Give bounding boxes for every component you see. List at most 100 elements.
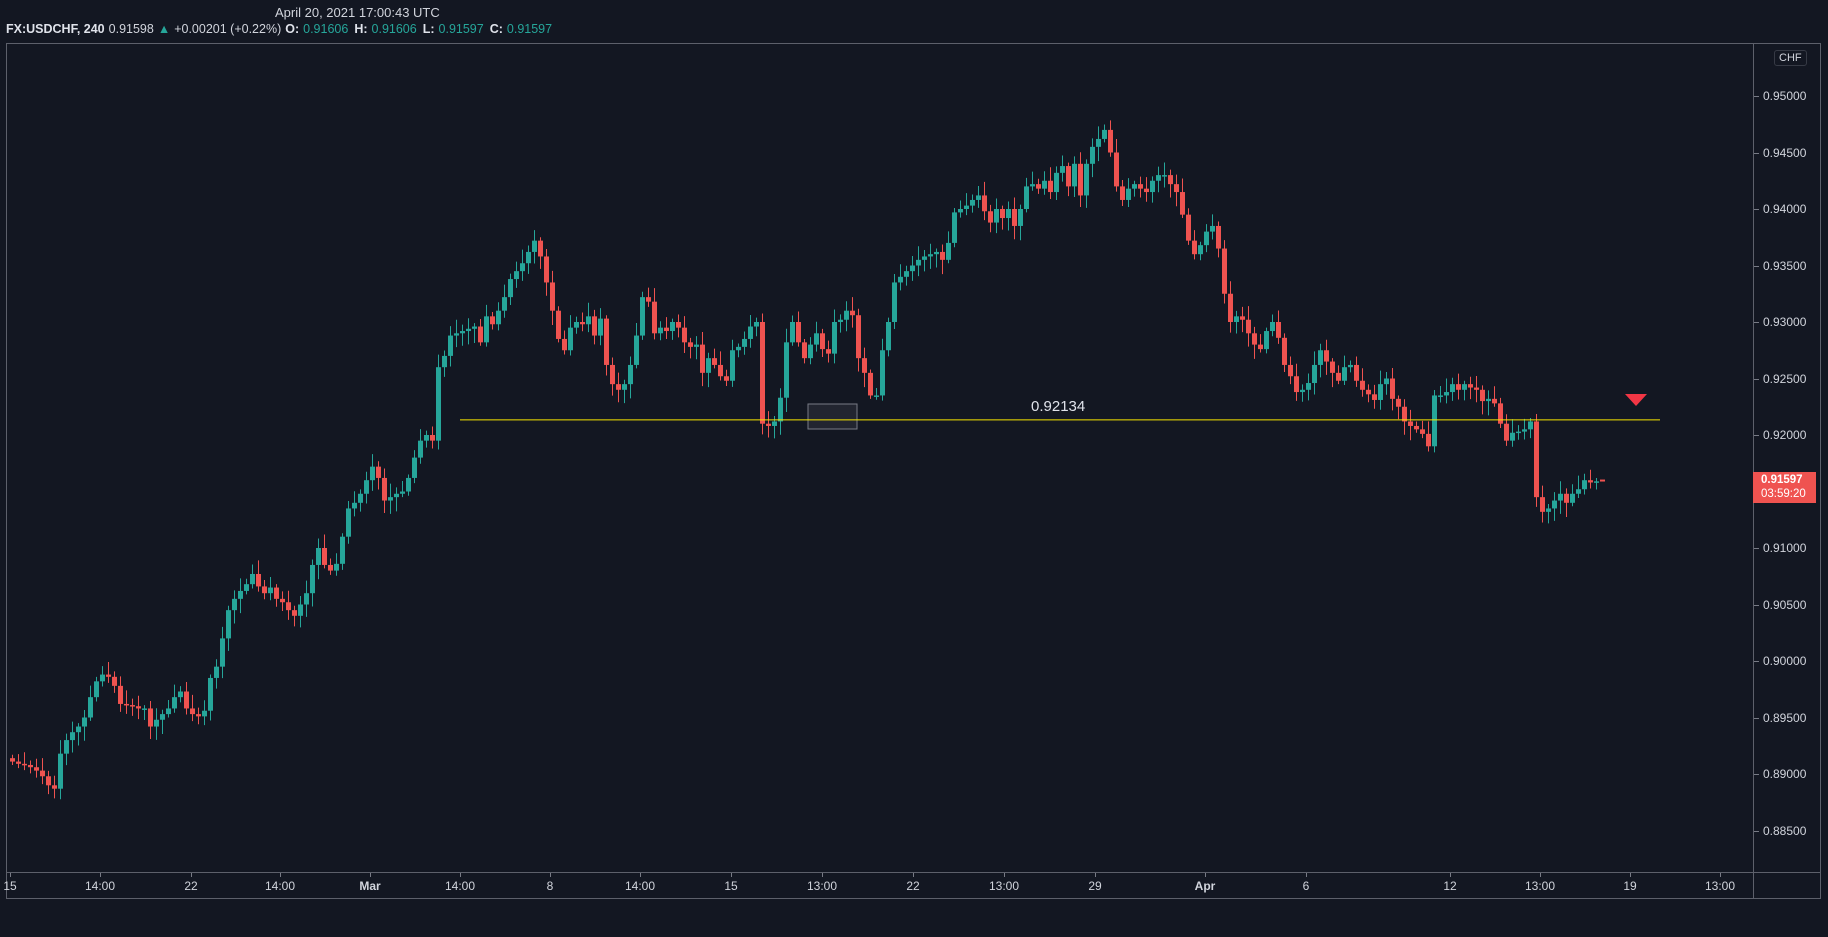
time-label: 22 [184,879,198,893]
candle [814,321,819,352]
time-label: 14:00 [624,879,656,893]
time-label: 22 [906,879,920,893]
candle [520,249,525,281]
time-label: 15 [3,879,17,893]
candle [484,304,489,347]
candle [1030,171,1035,191]
candle [880,338,885,401]
candle [160,709,165,734]
candle [712,348,717,369]
candle [1024,177,1029,213]
price-label: 0.92000 [1763,428,1807,442]
candle [988,204,993,233]
candle [892,273,897,330]
candle [688,337,693,359]
candle [250,564,255,589]
price-label: 0.94000 [1763,202,1807,216]
candle [1126,178,1131,207]
price-tick [1754,604,1759,606]
candle [166,699,171,718]
candle [778,388,783,435]
symbol-name[interactable]: FX:USDCHF, 240 [6,22,105,36]
candle [40,758,45,785]
candle [1378,370,1383,410]
candle [748,314,753,348]
candle [1270,314,1275,337]
candle [580,312,585,332]
price-label: 0.88500 [1763,823,1807,838]
candle [208,674,213,721]
candle [472,323,477,344]
sell-arrow-down-icon[interactable] [1625,394,1647,406]
candle [1150,176,1155,203]
candle [1054,166,1059,200]
candle [1318,343,1323,378]
candle [922,250,927,272]
candle [1594,477,1599,490]
candle [376,461,381,490]
candle [1336,365,1341,385]
price-label: 0.89000 [1763,767,1807,781]
candle [52,775,57,799]
candle [1312,351,1317,395]
candle [760,313,765,435]
candle [610,357,615,396]
candle [724,369,729,386]
candle [1450,377,1455,401]
candle [118,676,123,712]
candle [1306,373,1311,401]
candle [364,471,369,504]
candle [1492,386,1497,407]
price-label: 0.90000 [1763,654,1807,668]
candle [226,605,231,651]
candle [418,429,423,464]
candle [1480,385,1485,415]
last-price-badge: 0.91597 03:59:20 [1753,472,1816,503]
candle [1072,156,1077,198]
candle [256,560,261,592]
candle [406,474,411,496]
candle [574,316,579,334]
candle [826,340,831,363]
candle [1384,372,1389,395]
candle [838,314,843,333]
candle [1426,421,1431,452]
candle [730,339,735,387]
candle [1582,473,1587,495]
time-tick [1720,873,1721,877]
candle [1360,368,1365,397]
candle [1576,475,1581,499]
candle [1534,413,1539,507]
candle [1240,306,1245,333]
price-tick [1754,548,1759,549]
candle [1234,310,1239,334]
price-tick [1754,717,1759,719]
time-tick [822,873,823,877]
candle [1060,155,1065,182]
candle [646,287,651,307]
horizontal-line-label: 0.92134 [1031,398,1086,415]
candle [658,321,663,341]
currency-button[interactable]: CHF [1774,50,1807,66]
price-label: 0.95000 [1763,89,1807,103]
candle [82,710,87,741]
candle [1330,358,1335,388]
candle [292,605,297,627]
highlight-rectangle[interactable] [807,403,858,430]
candle [1276,310,1281,344]
candle [466,318,471,345]
candle [346,500,351,544]
candle [382,468,387,513]
candle [322,534,327,569]
candle [742,331,747,355]
candle [1456,373,1461,400]
candle [1282,333,1287,372]
candle [352,491,357,517]
candle [1402,399,1407,435]
chart-frame [6,43,1821,899]
candle [700,332,705,387]
candle [598,308,603,346]
candle [718,351,723,381]
candle [1444,378,1449,404]
